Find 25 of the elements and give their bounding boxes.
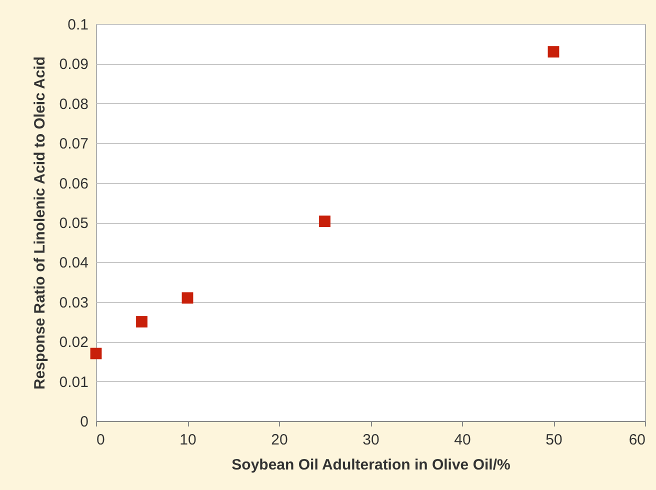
y-tick-label: 0	[80, 414, 88, 430]
y-tick-label: 0.1	[68, 16, 88, 34]
point	[90, 348, 102, 360]
x-tick-label: 40	[454, 432, 471, 448]
x-tick-label: 10	[180, 432, 196, 448]
y-tick-label: 0.02	[59, 334, 88, 352]
y-tick-label: 0.01	[59, 374, 88, 391]
x-axis-title: Soybean Oil Adulteration in Olive Oil/%	[232, 456, 510, 474]
y-tick-label: 0.03	[59, 294, 88, 312]
y-tick-label: 0.05	[59, 215, 88, 232]
y-tick-label: 0.09	[59, 56, 88, 74]
y-tick-label: 0.06	[59, 175, 88, 192]
y-tick-label: 0.04	[59, 254, 88, 272]
point	[182, 292, 194, 304]
x-tick-label: 50	[546, 432, 562, 448]
x-tick-label: 0	[96, 432, 105, 448]
y-axis-title: Response Ratio of Linolenic Acid to Oleic Acid	[31, 56, 48, 390]
x-tick-label: 60	[628, 432, 646, 448]
y-tick-label: 0.07	[59, 136, 88, 153]
y-tick-label: 0.08	[59, 96, 88, 113]
point	[136, 316, 148, 328]
x-tick-label: 30	[362, 432, 380, 448]
x-tick-label: 20	[271, 432, 288, 448]
point	[319, 216, 330, 228]
point	[548, 46, 560, 58]
